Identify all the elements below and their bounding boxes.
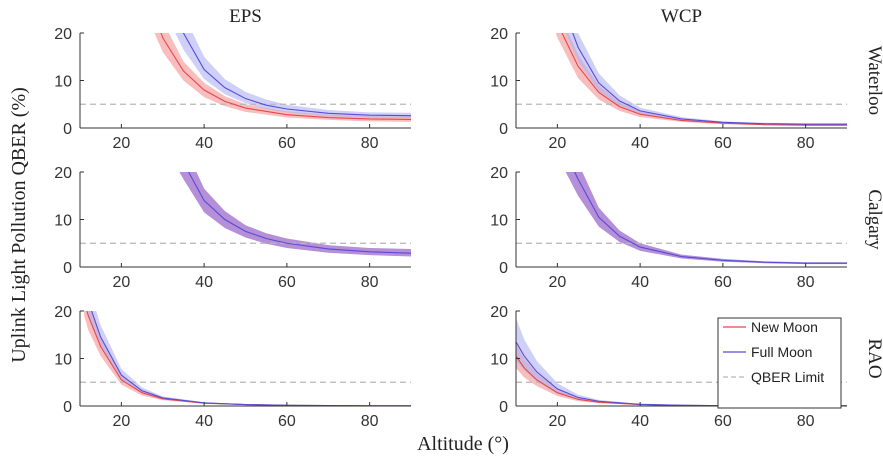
x-tick-label: 80 bbox=[797, 135, 815, 152]
panel-eps-calgary: 0 10 20 20 40 60 80 bbox=[54, 165, 411, 291]
plot-area bbox=[516, 172, 847, 265]
y-tick-label: 0 bbox=[499, 121, 508, 138]
x-tick-label: 60 bbox=[714, 274, 732, 291]
plot-area bbox=[80, 311, 411, 406]
y-tick-label: 0 bbox=[63, 121, 72, 138]
legend-label: Full Moon bbox=[751, 344, 812, 360]
y-tick-label: 10 bbox=[54, 352, 72, 369]
new-moon-line bbox=[561, 33, 847, 126]
y-tick-label: 10 bbox=[490, 213, 508, 230]
x-tick-label: 40 bbox=[195, 274, 213, 291]
x-tick-label: 40 bbox=[631, 135, 649, 152]
x-tick-label: 80 bbox=[797, 274, 815, 291]
x-tick-label: 80 bbox=[361, 135, 379, 152]
y-axis-label: Uplink Light Pollution QBER (%) bbox=[8, 87, 30, 363]
panel-wcp-calgary: 0 10 20 20 40 60 80 Calgary bbox=[490, 165, 883, 291]
y-tick-label: 10 bbox=[490, 74, 508, 91]
x-tick-label: 20 bbox=[112, 135, 130, 152]
x-tick-label: 40 bbox=[195, 135, 213, 152]
column-title: WCP bbox=[661, 6, 702, 27]
y-tick-label: 0 bbox=[499, 399, 508, 416]
full-moon-line bbox=[574, 172, 847, 264]
full-moon-line bbox=[187, 172, 411, 254]
legend-label: QBER Limit bbox=[751, 369, 824, 385]
x-tick-label: 40 bbox=[631, 274, 649, 291]
x-tick-label: 40 bbox=[631, 413, 649, 430]
full-moon-line bbox=[572, 33, 847, 125]
y-tick-label: 20 bbox=[490, 304, 508, 321]
plot-area bbox=[80, 33, 411, 122]
panel-wcp-waterloo: 0 10 20 20 40 60 80 WCP Waterloo bbox=[490, 6, 883, 152]
new-moon-line bbox=[160, 33, 411, 120]
y-tick-label: 20 bbox=[54, 304, 72, 321]
full-moon-band bbox=[565, 33, 847, 126]
y-tick-label: 10 bbox=[54, 74, 72, 91]
y-tick-label: 0 bbox=[63, 260, 72, 277]
legend-label: New Moon bbox=[751, 319, 818, 335]
x-tick-label: 20 bbox=[548, 413, 566, 430]
row-label: Calgary bbox=[864, 189, 883, 250]
new-moon-band bbox=[84, 311, 411, 406]
x-tick-label: 60 bbox=[278, 135, 296, 152]
y-tick-label: 20 bbox=[490, 26, 508, 43]
y-tick-label: 20 bbox=[54, 165, 72, 182]
y-tick-label: 20 bbox=[490, 165, 508, 182]
y-tick-label: 0 bbox=[63, 399, 72, 416]
x-tick-label: 60 bbox=[278, 274, 296, 291]
x-tick-label: 20 bbox=[548, 135, 566, 152]
legend: New Moon Full Moon QBER Limit bbox=[717, 317, 842, 409]
x-tick-label: 20 bbox=[548, 274, 566, 291]
y-tick-label: 0 bbox=[499, 260, 508, 277]
panel-eps-rao: 0 10 20 20 40 60 80 bbox=[54, 304, 411, 430]
x-tick-label: 20 bbox=[112, 413, 130, 430]
new-moon-band bbox=[154, 33, 411, 122]
full-moon-band bbox=[88, 311, 411, 406]
plot-area bbox=[80, 172, 411, 257]
legend-box bbox=[717, 317, 842, 409]
x-axis-label: Altitude (°) bbox=[417, 433, 509, 455]
x-tick-label: 60 bbox=[714, 135, 732, 152]
row-label: Waterloo bbox=[864, 46, 883, 115]
x-tick-label: 40 bbox=[195, 413, 213, 430]
x-tick-label: 80 bbox=[361, 274, 379, 291]
full-moon-band bbox=[179, 172, 411, 257]
full-moon-band bbox=[175, 33, 411, 119]
plot-area bbox=[516, 33, 847, 126]
x-tick-label: 60 bbox=[714, 413, 732, 430]
panel-eps-waterloo: 0 10 20 20 40 60 80 EPS bbox=[54, 6, 411, 152]
y-tick-label: 10 bbox=[54, 213, 72, 230]
x-tick-label: 80 bbox=[361, 413, 379, 430]
row-label: RAO bbox=[864, 338, 883, 378]
y-tick-label: 20 bbox=[54, 26, 72, 43]
full-moon-line bbox=[182, 33, 411, 117]
x-tick-label: 20 bbox=[112, 274, 130, 291]
x-tick-label: 80 bbox=[797, 413, 815, 430]
column-title: EPS bbox=[229, 6, 262, 27]
y-tick-label: 10 bbox=[490, 352, 508, 369]
full-moon-band bbox=[565, 172, 847, 265]
x-tick-label: 60 bbox=[278, 413, 296, 430]
